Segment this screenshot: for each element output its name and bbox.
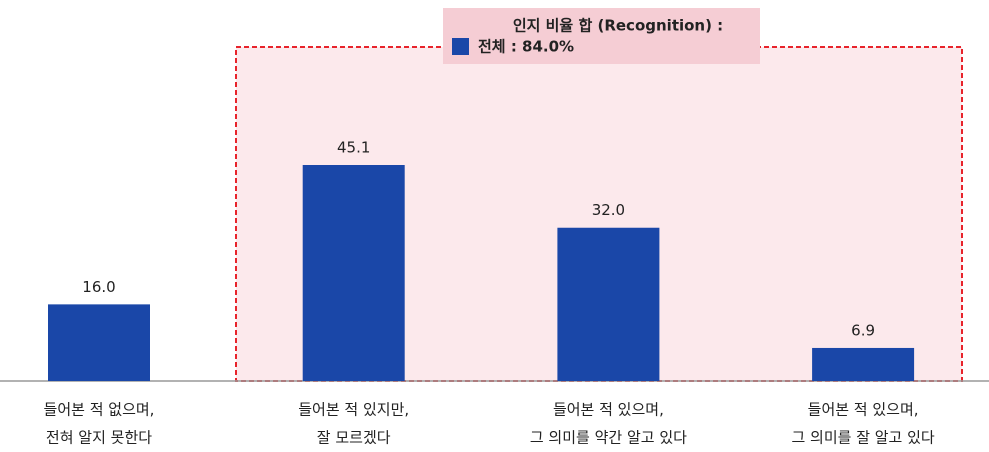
x-tick-label: 들어본 적 있으며,	[553, 401, 664, 419]
x-tick-label: 들어본 적 있지만,	[298, 401, 409, 419]
bar	[557, 227, 660, 381]
bar	[302, 165, 405, 381]
annotation-box	[443, 8, 760, 64]
annotation-label: 전체 : 84.0%	[478, 38, 574, 56]
bar	[48, 304, 150, 381]
legend-swatch	[452, 38, 469, 55]
x-tick-label: 들어본 적 있으며,	[808, 401, 919, 419]
value-label: 45.1	[337, 139, 370, 157]
annotation-title: 인지 비율 합 (Recognition) :	[513, 17, 723, 35]
value-label: 16.0	[82, 278, 115, 296]
x-tick-label: 잘 모르겠다	[317, 429, 391, 447]
x-tick-label: 전혀 알지 못한다	[46, 429, 152, 447]
x-tick-label: 들어본 적 없으며,	[44, 401, 155, 419]
x-tick-label: 그 의미를 잘 알고 있다	[791, 429, 934, 447]
value-label: 6.9	[851, 321, 875, 339]
value-label: 32.0	[592, 201, 625, 219]
x-tick-label: 그 의미를 약간 알고 있다	[530, 429, 687, 447]
bar	[812, 347, 915, 381]
